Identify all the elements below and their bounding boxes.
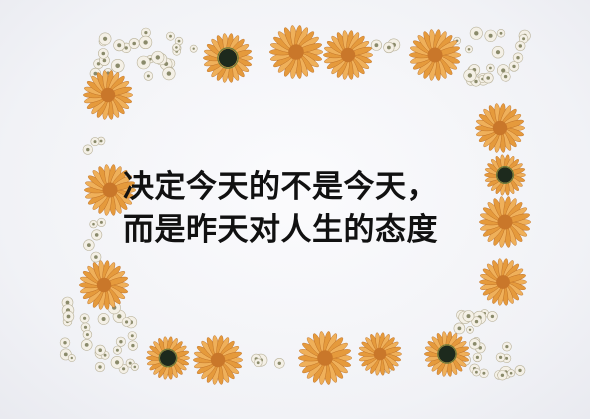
flower-icon — [479, 258, 527, 306]
white-blossom-icon — [453, 26, 531, 87]
white-blossom-icon — [83, 217, 106, 263]
flower-icon — [83, 70, 133, 120]
flower-icon — [475, 103, 525, 153]
flower-icon — [409, 29, 461, 81]
flower-icon — [298, 331, 352, 385]
quote-line-2: 而是昨天对人生的态度 — [123, 212, 438, 248]
flower-icon — [358, 332, 402, 376]
white-blossom-icon — [172, 36, 198, 53]
flower-icon — [484, 154, 526, 196]
white-blossom-icon — [251, 353, 285, 369]
quote-line-1: 决定今天的不是今天， — [123, 169, 438, 205]
white-blossom-icon — [370, 38, 401, 54]
white-blossom-icon — [59, 296, 139, 374]
flower-icon — [84, 164, 137, 216]
quote-text: 决定今天的不是今天， 而是昨天对人生的态度 — [123, 166, 483, 252]
flower-icon — [323, 30, 373, 80]
flower-icon — [146, 336, 190, 380]
white-blossom-icon — [82, 136, 106, 155]
flower-icon — [424, 331, 470, 377]
flower-icon — [203, 33, 253, 83]
flower-icon — [479, 196, 531, 248]
flower-icon — [79, 260, 129, 310]
flower-icon — [193, 335, 243, 385]
flower-icon — [269, 25, 323, 79]
